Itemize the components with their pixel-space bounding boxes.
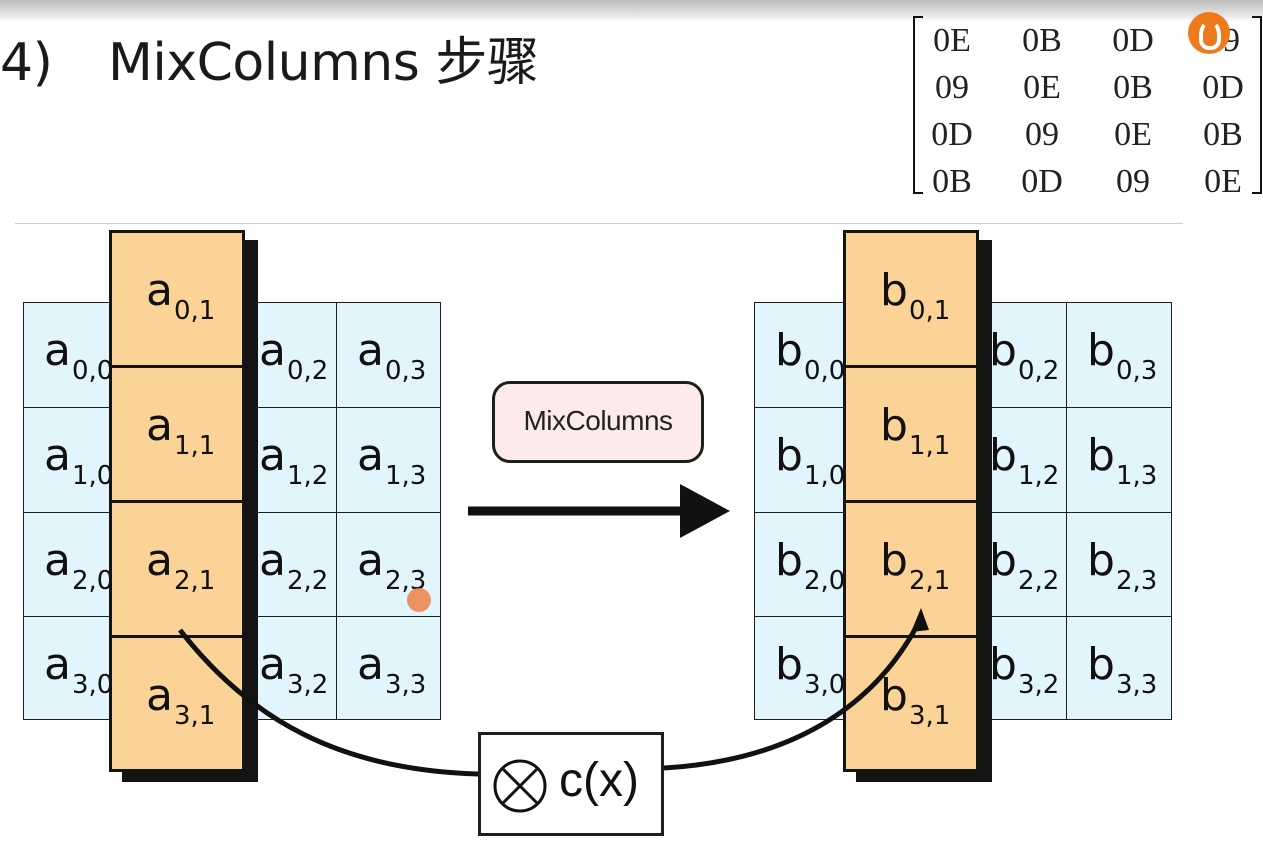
active-column-b: b0,1 b1,1 b2,1 b3,1 <box>843 230 979 772</box>
matrix-cell: 0D <box>1112 22 1154 59</box>
section-number: 4) <box>0 33 53 93</box>
orange-logo-icon <box>1188 12 1230 54</box>
matrix-cell: 0E <box>933 22 971 59</box>
column-b-cell: b0,1 <box>846 233 976 368</box>
matrix-cell: 09 <box>1116 163 1150 200</box>
mouse-cursor-icon <box>407 588 431 612</box>
curve-from-multiplier <box>663 616 924 771</box>
column-a-cell: a3,1 <box>146 670 216 731</box>
column-a-cell: a0,1 <box>112 233 242 368</box>
section-title: MixColumns 步骤 <box>108 33 539 93</box>
matrix-cell: 0B <box>1022 22 1062 59</box>
column-b-cell: b3,1 <box>880 670 951 731</box>
mixcolumns-arrow-head <box>680 484 730 538</box>
matrix-cell: 0B <box>1113 69 1153 106</box>
curve-arrow-head <box>911 608 929 632</box>
mix-matrix: 0E 0B 0D 09 09 0E 0B 0D 0D 09 0E 0B 0B 0… <box>910 8 1263 200</box>
column-b-cell: b1,1 <box>846 368 976 503</box>
matrix-cell: 0B <box>1203 116 1243 153</box>
column-a-cell: a2,1 <box>112 503 242 638</box>
column-b-cell: b2,1 <box>846 503 976 638</box>
state-b-cell: b1,3 <box>1066 407 1172 513</box>
state-b-cell: b0,0 <box>754 302 859 408</box>
mixcolumns-button[interactable]: MixColumns <box>492 381 704 463</box>
title-divider <box>15 223 1183 224</box>
matrix-left-bracket <box>913 16 923 194</box>
matrix-cell: 0D <box>1202 69 1244 106</box>
matrix-cell: 09 <box>935 69 969 106</box>
column-a-cell: a1,1 <box>112 368 242 503</box>
matrix-cell: 0B <box>932 163 972 200</box>
active-column-a: a0,1 a1,1 a2,1 a3,1 <box>109 230 245 772</box>
state-a-cell: a1,3 <box>336 407 441 513</box>
state-b-cell: b2,0 <box>754 512 859 617</box>
matrix-right-bracket <box>1252 16 1262 194</box>
window-top-bar <box>0 0 1263 22</box>
matrix-cell: 09 <box>1025 116 1059 153</box>
state-b-cell: b3,3 <box>1066 616 1172 720</box>
matrix-cell: 0E <box>1114 116 1152 153</box>
matrix-cell: 0D <box>931 116 973 153</box>
multiplier-box: c(x) <box>478 732 664 836</box>
multiplier-label: c(x) <box>559 754 639 807</box>
matrix-cell: 0E <box>1023 69 1061 106</box>
matrix-cell: 0D <box>1021 163 1063 200</box>
state-b-cell: b3,0 <box>754 616 859 720</box>
page-title: 4) MixColumns 步骤 <box>0 28 539 98</box>
curve-to-multiplier <box>178 628 479 777</box>
state-a-cell: a3,3 <box>336 616 441 720</box>
matrix-cell: 0E <box>1204 163 1242 200</box>
circled-times-icon <box>493 759 547 813</box>
